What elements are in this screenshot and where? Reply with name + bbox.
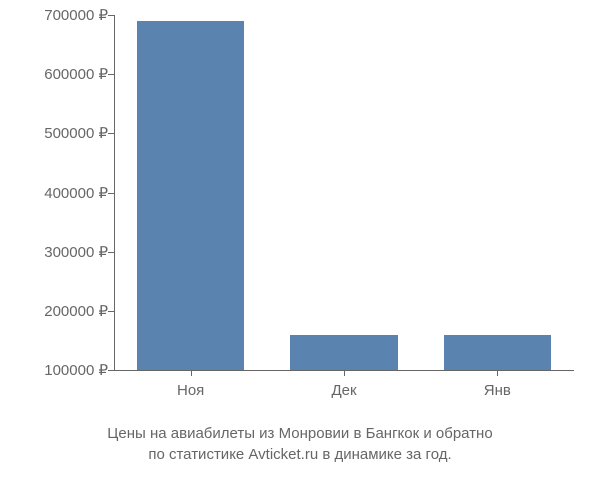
x-tick-mark (191, 370, 192, 376)
chart-caption: Цены на авиабилеты из Монровии в Бангкок… (0, 423, 600, 465)
x-tick-label: Ноя (177, 382, 204, 399)
bar (444, 335, 551, 371)
bar (137, 21, 244, 370)
y-tick-label: 200000 ₽ (44, 302, 108, 320)
y-tick-label: 400000 ₽ (44, 184, 108, 202)
x-tick-label: Янв (484, 382, 511, 399)
chart-bars (114, 15, 574, 370)
x-tick-label: Дек (331, 382, 356, 399)
y-tick-label: 300000 ₽ (44, 243, 108, 261)
y-tick-mark (108, 370, 114, 371)
caption-line-1: Цены на авиабилеты из Монровии в Бангкок… (0, 423, 600, 444)
y-tick-label: 500000 ₽ (44, 124, 108, 142)
bar (290, 335, 397, 371)
y-tick-label: 700000 ₽ (44, 6, 108, 24)
caption-line-2: по статистике Avticket.ru в динамике за … (0, 444, 600, 465)
x-tick-mark (344, 370, 345, 376)
x-tick-mark (497, 370, 498, 376)
y-tick-label: 600000 ₽ (44, 65, 108, 83)
y-tick-label: 100000 ₽ (44, 361, 108, 379)
